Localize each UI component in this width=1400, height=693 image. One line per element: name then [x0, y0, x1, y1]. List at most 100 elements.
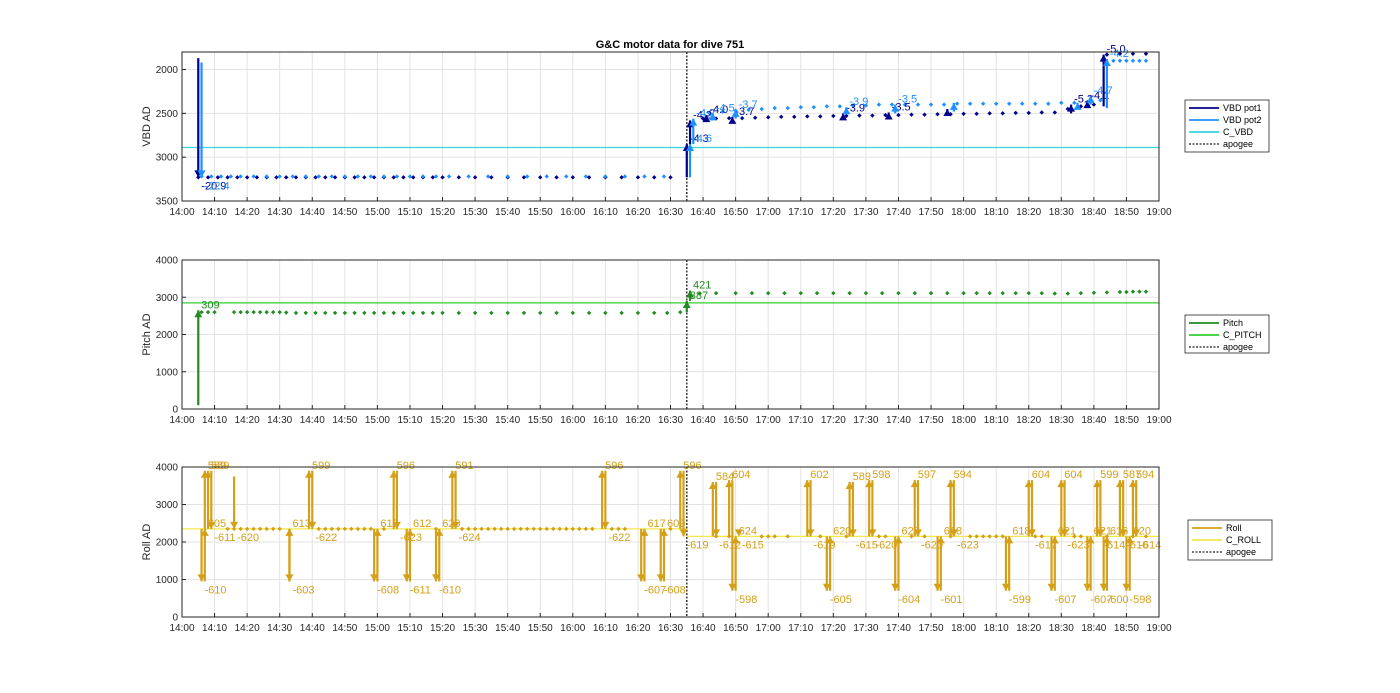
x-tick-label: 16:10	[593, 207, 618, 218]
data-point	[525, 526, 530, 532]
data-point	[316, 526, 321, 532]
x-tick-label: 16:30	[658, 623, 683, 634]
y-tick-label: 0	[172, 405, 178, 416]
x-tick-label: 18:40	[1081, 207, 1106, 218]
legend-entry: apogee	[1223, 342, 1253, 352]
data-point	[766, 115, 771, 120]
x-tick-label: 16:40	[691, 207, 716, 218]
event-label: -607	[1055, 594, 1077, 606]
data-point	[785, 534, 790, 539]
event-arrowhead	[1115, 480, 1124, 488]
data-point	[987, 534, 992, 539]
data-point	[303, 174, 308, 179]
event-label: -614	[1139, 539, 1161, 551]
data-point	[1104, 290, 1110, 295]
data-point	[489, 175, 494, 180]
data-point	[1033, 101, 1038, 106]
data-point	[521, 175, 527, 180]
event-arrowhead	[1099, 54, 1108, 62]
event-arrowhead	[1005, 536, 1014, 544]
event-label: 613	[292, 518, 310, 530]
data-point	[420, 174, 426, 179]
x-tick-label: 18:10	[984, 415, 1009, 426]
data-point	[1143, 289, 1149, 294]
data-point	[616, 526, 621, 532]
data-point	[440, 310, 445, 316]
x-tick-label: 17:00	[756, 623, 781, 634]
data-point	[912, 290, 917, 296]
data-point	[889, 102, 895, 107]
data-point	[941, 102, 947, 107]
event-label: -607	[644, 584, 666, 596]
data-point	[1104, 52, 1110, 57]
data-point	[466, 174, 471, 179]
event-label: -599	[1009, 594, 1031, 606]
y-tick-label: 1000	[156, 575, 179, 586]
data-point	[577, 526, 582, 532]
x-tick-label: 17:40	[886, 207, 911, 218]
data-point	[1039, 534, 1044, 539]
event-arrowhead	[865, 480, 874, 488]
y-tick-label: 2500	[156, 109, 179, 120]
x-tick-label: 14:00	[169, 415, 194, 426]
event-arrowhead	[686, 120, 695, 128]
x-tick-label: 16:20	[625, 623, 650, 634]
x-tick-label: 16:00	[560, 415, 585, 426]
data-point	[538, 526, 543, 532]
event-arrowhead	[842, 107, 851, 115]
data-point	[505, 174, 510, 179]
event-arrowhead	[200, 528, 209, 536]
event-arrowhead	[891, 583, 900, 591]
event-arrowhead	[933, 583, 942, 591]
event-label: -3.9	[846, 102, 865, 114]
x-tick-label: 18:30	[1049, 415, 1074, 426]
legend-entry: apogee	[1226, 547, 1256, 557]
data-point	[1117, 58, 1123, 63]
data-point	[1000, 111, 1005, 116]
data-point	[1072, 534, 1077, 539]
data-point	[928, 290, 934, 296]
x-tick-label: 15:10	[397, 623, 422, 634]
x-tick-label: 17:10	[788, 207, 813, 218]
data-point	[697, 291, 703, 296]
y-tick-label: 2000	[156, 538, 179, 549]
data-point	[459, 526, 465, 532]
event-arrowhead	[451, 521, 460, 529]
data-point	[1026, 290, 1031, 296]
event-label: 421	[693, 280, 711, 292]
event-label: -603	[292, 584, 314, 596]
event-label: -608	[664, 584, 686, 596]
data-point	[401, 175, 406, 180]
event-arrowhead	[230, 521, 239, 529]
data-point	[371, 175, 377, 180]
event-label: -610	[439, 584, 461, 596]
event-label: -611	[410, 584, 431, 596]
data-point	[264, 309, 269, 315]
event-arrowhead	[197, 574, 206, 582]
data-point	[668, 526, 673, 532]
x-tick-label: 17:00	[756, 207, 781, 218]
event-arrowhead	[1125, 536, 1134, 544]
legend-entry: C_PITCH	[1223, 330, 1262, 340]
data-point	[251, 309, 256, 315]
data-point	[1130, 51, 1136, 56]
event-arrowhead	[702, 115, 711, 123]
data-point	[805, 114, 810, 119]
event-arrowhead	[1096, 529, 1105, 537]
data-point	[896, 112, 901, 118]
data-point	[456, 310, 462, 316]
event-arrowhead	[1073, 102, 1082, 110]
data-point	[1026, 110, 1031, 116]
data-point	[329, 526, 335, 532]
data-point	[303, 310, 308, 316]
data-point	[652, 310, 657, 316]
event-label: 584	[716, 471, 734, 483]
data-point	[218, 174, 224, 179]
x-tick-label: 17:50	[919, 415, 944, 426]
event-label: -615	[742, 539, 764, 551]
event-arrowhead	[708, 482, 717, 489]
legend-entry: C_ROLL	[1226, 535, 1261, 545]
data-point	[521, 310, 527, 316]
